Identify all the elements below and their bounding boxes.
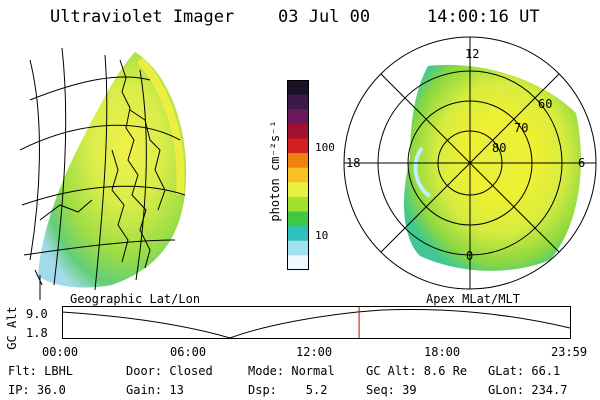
colorbar-step bbox=[287, 211, 309, 227]
timeline-xtick-2359: 23:59 bbox=[551, 345, 588, 359]
info-dsp: Dsp: 5.2 bbox=[248, 383, 328, 397]
coastlines bbox=[34, 59, 166, 286]
aurora-disc bbox=[38, 52, 187, 288]
info-ip: IP: 36.0 bbox=[8, 383, 66, 397]
geo-view bbox=[20, 47, 187, 291]
altitude-curve bbox=[61, 309, 571, 339]
polar-hole-edge bbox=[413, 146, 432, 198]
colorbar-step bbox=[287, 226, 309, 242]
lat-label-80: 80 bbox=[492, 141, 507, 155]
timeline-xtick-0600: 06:00 bbox=[170, 345, 207, 359]
timeline-ytick-high: 9.0 bbox=[26, 307, 48, 321]
colorbar-step bbox=[287, 94, 309, 110]
colorbar-tick-100: 100 bbox=[315, 141, 335, 154]
info-gc-alt: GC Alt: 8.6 Re bbox=[366, 364, 468, 378]
info-seq: Seq: 39 bbox=[366, 383, 417, 397]
colorbar-step bbox=[287, 153, 309, 169]
polar-grid bbox=[343, 36, 597, 290]
lat-label-60: 60 bbox=[538, 97, 553, 111]
colorbar-step bbox=[287, 138, 309, 154]
info-door: Door: Closed bbox=[126, 364, 213, 378]
colorbar-step bbox=[287, 182, 309, 198]
instrument-title: Ultraviolet Imager bbox=[50, 7, 235, 27]
info-mode: Mode: Normal bbox=[248, 364, 335, 378]
colorbar-unit-label: photon cm⁻²s⁻¹ bbox=[268, 120, 282, 222]
info-glon: GLon: 234.7 bbox=[488, 383, 568, 397]
limb-bright-band bbox=[137, 57, 185, 196]
timeline-xtick-1800: 18:00 bbox=[424, 345, 461, 359]
colorbar-step bbox=[287, 240, 309, 256]
colorbar-tick-10: 10 bbox=[315, 229, 329, 242]
timeline-xtick-1200: 12:00 bbox=[296, 345, 333, 359]
colorbar-step bbox=[287, 80, 309, 96]
colorbar-frame bbox=[287, 80, 309, 270]
timeline-xtick-0000: 00:00 bbox=[42, 345, 79, 359]
observation-time: 14:00:16 UT bbox=[427, 7, 540, 27]
timeline-ytick-low: 1.8 bbox=[26, 326, 48, 340]
polar-mlt-plot bbox=[343, 36, 597, 290]
colorbar-step bbox=[287, 167, 309, 183]
polar-aurora-coverage bbox=[404, 64, 581, 271]
timeline-frame bbox=[62, 306, 571, 339]
lat-label-70: 70 bbox=[514, 121, 529, 135]
geo-grid bbox=[20, 47, 186, 291]
info-glat: GLat: 66.1 bbox=[488, 364, 561, 378]
mlt-label-12: 12 bbox=[465, 47, 480, 61]
left-panel-caption: Geographic Lat/Lon bbox=[70, 292, 201, 306]
info-gain: Gain: 13 bbox=[126, 383, 184, 397]
altitude-timeline bbox=[61, 306, 571, 339]
colorbar bbox=[287, 80, 309, 271]
right-panel-caption: Apex MLat/MLT bbox=[426, 292, 520, 306]
observation-date: 03 Jul 00 bbox=[278, 7, 371, 27]
colorbar-step bbox=[287, 255, 309, 271]
info-filter: Flt: LBHL bbox=[8, 364, 74, 378]
mlt-label-0: 0 bbox=[466, 249, 474, 263]
colorbar-step bbox=[287, 123, 309, 139]
colorbar-step bbox=[287, 196, 309, 213]
colorbar-step bbox=[287, 109, 309, 125]
mlt-label-6: 6 bbox=[578, 156, 586, 170]
mlt-label-18: 18 bbox=[346, 156, 361, 170]
timeline-ylabel: GC Alt bbox=[5, 306, 19, 350]
